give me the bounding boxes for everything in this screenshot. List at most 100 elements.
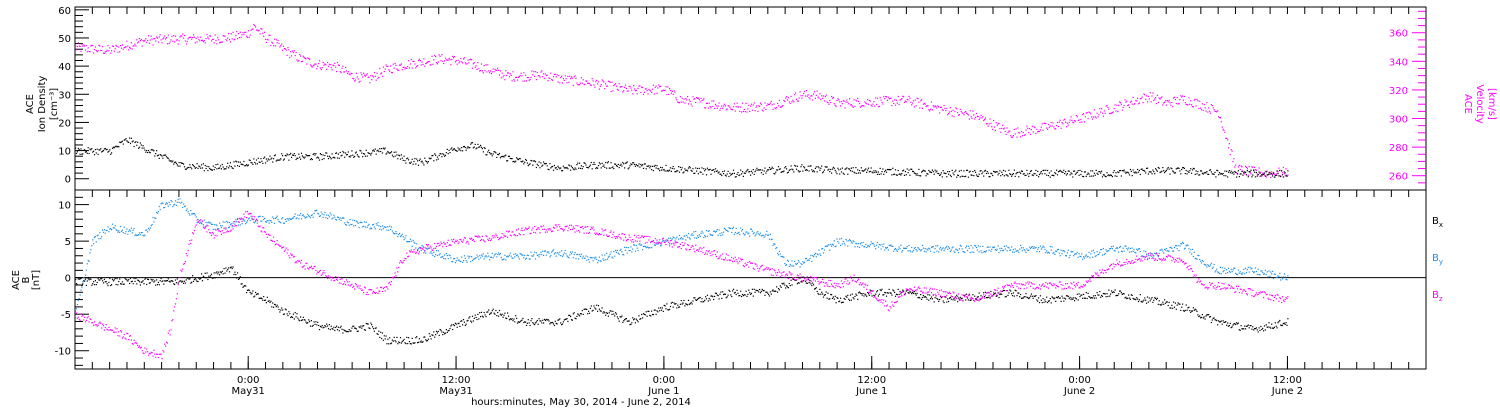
data-point: [215, 272, 217, 274]
data-point: [687, 170, 689, 172]
data-point: [1245, 171, 1247, 174]
data-point: [295, 51, 297, 54]
data-point: [867, 99, 869, 101]
data-point: [836, 296, 838, 299]
data-point: [462, 261, 464, 263]
data-point: [537, 254, 539, 256]
data-point: [689, 167, 691, 169]
data-point: [1131, 103, 1133, 105]
data-point: [363, 225, 365, 227]
data-point: [783, 256, 785, 258]
data-point: [461, 256, 463, 258]
data-point: [480, 70, 482, 72]
data-point: [297, 60, 299, 62]
data-point: [282, 45, 285, 47]
data-point: [972, 171, 974, 173]
data-point: [1126, 298, 1128, 300]
data-point: [856, 100, 858, 102]
data-point: [586, 259, 588, 261]
data-point: [1141, 96, 1143, 98]
data-point: [948, 111, 951, 113]
data-point: [485, 316, 487, 318]
data-point: [169, 204, 171, 206]
data-point: [748, 232, 750, 234]
data-point: [669, 243, 671, 245]
data-point: [772, 108, 774, 110]
data-point: [1067, 295, 1069, 297]
data-point: [413, 241, 415, 243]
data-point: [1086, 112, 1088, 114]
data-point: [206, 165, 208, 167]
data-point: [376, 224, 378, 226]
data-point: [364, 329, 366, 331]
data-point: [558, 167, 560, 169]
data-point: [90, 45, 92, 47]
data-point: [790, 165, 792, 167]
data-point: [939, 174, 941, 176]
data-point: [1185, 169, 1187, 172]
data-point: [208, 275, 210, 277]
data-point: [1065, 126, 1068, 128]
data-point: [100, 148, 102, 150]
data-point: [311, 214, 313, 216]
data-point: [1090, 170, 1092, 172]
data-point: [323, 64, 325, 66]
data-point: [498, 154, 500, 156]
data-point: [166, 203, 168, 205]
data-point: [487, 252, 489, 254]
data-point: [895, 99, 897, 101]
data-point: [497, 311, 499, 314]
data-point: [644, 88, 646, 90]
data-point: [1161, 96, 1163, 98]
data-point: [1207, 111, 1209, 113]
data-point: [633, 85, 635, 87]
data-point: [370, 322, 372, 324]
data-point: [535, 166, 537, 169]
data-point: [383, 148, 385, 150]
data-point: [218, 228, 220, 230]
data-point: [782, 283, 784, 285]
data-point: [795, 168, 798, 170]
data-point: [907, 172, 909, 174]
data-point: [966, 169, 969, 171]
data-point: [984, 291, 987, 293]
data-point: [1238, 329, 1240, 331]
data-point: [516, 79, 519, 81]
data-point: [372, 224, 374, 226]
data-point: [444, 333, 446, 335]
data-point: [753, 288, 755, 290]
data-point: [236, 277, 238, 279]
data-point: [1000, 293, 1002, 295]
data-point: [687, 167, 690, 169]
data-point: [965, 175, 967, 177]
data-point: [964, 295, 966, 297]
data-point: [787, 260, 789, 262]
data-point: [1155, 97, 1157, 99]
data-point: [1173, 96, 1176, 98]
data-point: [1143, 93, 1145, 95]
data-point: [1140, 98, 1142, 100]
data-point: [1278, 321, 1280, 323]
data-point: [516, 158, 519, 160]
data-point: [119, 278, 121, 280]
data-point: [1052, 122, 1054, 124]
data-point: [948, 297, 951, 299]
data-point: [590, 84, 592, 86]
data-point: [1255, 169, 1257, 171]
data-point: [163, 154, 165, 156]
data-point: [1243, 172, 1245, 175]
data-point: [1214, 319, 1216, 321]
data-point: [1267, 174, 1269, 176]
data-point: [304, 156, 306, 158]
data-point: [835, 105, 837, 107]
data-point: [709, 299, 711, 301]
data-point: [1241, 328, 1243, 330]
data-point: [555, 322, 557, 324]
data-point: [760, 103, 762, 105]
data-point: [595, 256, 597, 258]
data-point: [1176, 96, 1178, 99]
data-point: [1285, 168, 1287, 170]
data-point: [405, 343, 407, 345]
data-point: [1192, 307, 1194, 309]
data-point: [538, 256, 540, 258]
